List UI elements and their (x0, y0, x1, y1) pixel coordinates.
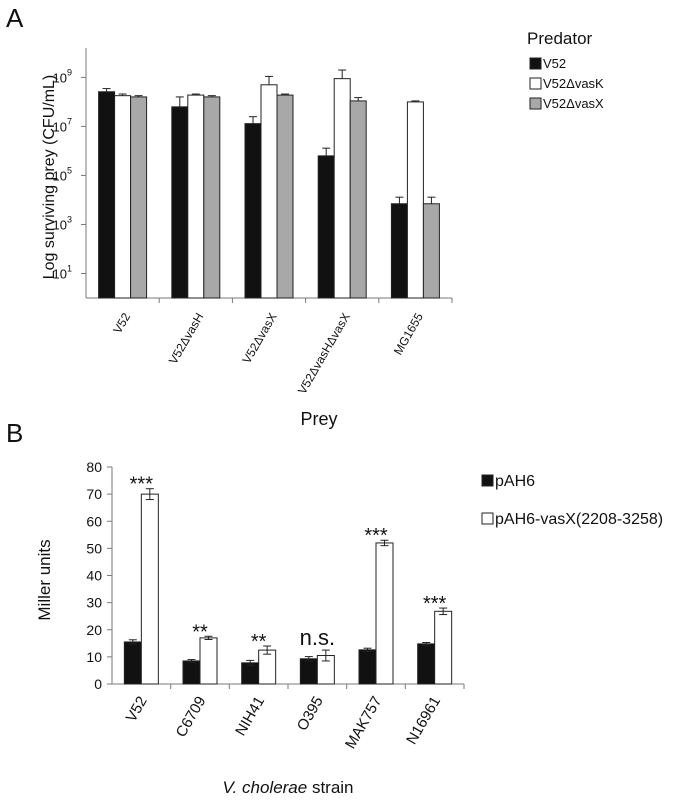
chart-a-legend-swatch-v52 (529, 57, 542, 70)
chart-a-bar-v52-vasx (422, 203, 440, 299)
chart-b-bar-pah6-vasx-2208-3258 (199, 637, 218, 685)
chart-a-bar-v52 (317, 155, 335, 299)
chart-a-y-tick-label: 105 (53, 165, 72, 183)
panel-label-b: B (6, 418, 23, 448)
chart-b-significance-label: *** (364, 525, 388, 547)
chart-b-y-tick-label: 20 (86, 622, 102, 638)
chart-b-x-tick-label: C6709 (173, 694, 210, 741)
chart-a-x-tick-label: V52ΔvasX (239, 311, 279, 367)
chart-b-y-tick-label: 40 (86, 568, 102, 584)
chart-b-y-tick-label: 0 (94, 676, 102, 692)
chart-a-bar-v52-vasx (276, 94, 294, 299)
chart-b-significance-label: ** (192, 621, 208, 643)
chart-b-x-tick-label: NIH41 (232, 694, 268, 739)
chart-b-legend-label: pAH6-vasX(2208-3258) (495, 511, 663, 528)
chart-a-bar-v52-vasx (130, 96, 148, 299)
chart-b-legend-label: pAH6 (495, 473, 535, 490)
chart-b-xlabel-italic: V. cholerae (222, 778, 307, 797)
chart-b-y-tick-label: 70 (86, 486, 102, 502)
chart-b-bar-pah6 (417, 643, 436, 685)
chart-b-y-tick-label: 80 (86, 459, 102, 475)
chart-a-bar-v52-vask (406, 101, 424, 299)
chart-a-legend-swatch-v52-vask (529, 77, 542, 90)
chart-a-y-tick-base: 10 (53, 217, 67, 232)
chart-a-y-tick-exp: 5 (67, 165, 72, 175)
chart-b-bar-pah6-vasx-2208-3258 (375, 542, 394, 685)
chart-b-bar-pah6 (241, 662, 260, 685)
chart-a-legend-title: Predator (527, 29, 593, 48)
chart-a-bar-v52-vask (114, 95, 132, 299)
chart-a-legend-label: V52ΔvasX (543, 96, 604, 111)
chart-a-bar-v52 (98, 91, 116, 299)
chart-a-bar-v52-vasx (349, 100, 367, 299)
chart-b-significance-label: n.s. (300, 625, 335, 650)
chart-a-y-tick-base: 10 (53, 168, 67, 183)
chart-a-x-tick-label: V52ΔvasH (166, 311, 206, 367)
chart-b-bar-pah6 (358, 649, 377, 685)
chart-a-x-tick-label: V52 (110, 310, 133, 336)
chart-a-y-tick-label: 103 (53, 214, 72, 232)
chart-b-y-tick-label: 60 (86, 513, 102, 529)
chart-a-legend-label: V52 (543, 56, 566, 71)
chart-a-bar-v52-vask (187, 94, 205, 299)
chart-a-bar-v52-vask (333, 78, 351, 299)
chart-a-x-tick-label: V52ΔvasHΔvasX (295, 311, 353, 397)
chart-a-y-tick-base: 10 (53, 266, 67, 281)
chart-a-bar-v52 (244, 123, 262, 299)
chart-b-y-tick-label: 50 (86, 540, 102, 556)
chart-b-legend-swatch-pah6-vasx-2208-3258 (481, 512, 494, 525)
chart-b-xlabel-rest: strain (307, 778, 353, 797)
chart-b-bar-pah6-vasx-2208-3258 (140, 493, 159, 685)
chart-a-ylabel: Log surviving prey (CFU/mL) (41, 75, 58, 280)
chart-a-bar-v52 (390, 203, 408, 299)
chart-a-y-tick-base: 10 (53, 70, 67, 85)
chart-b-x-tick-label: V52 (123, 694, 151, 726)
chart-a-y-tick-label: 101 (53, 263, 72, 281)
chart-b-bar-pah6 (299, 658, 318, 685)
chart-b-bar-pah6 (182, 660, 201, 685)
chart-b-ylabel: Miller units (35, 539, 54, 620)
chart-b-legend-swatch-pah6 (481, 474, 494, 487)
chart-b-significance-label: *** (130, 474, 154, 496)
chart-b-bar-pah6 (123, 641, 142, 685)
chart-a-y-tick-exp: 3 (67, 214, 72, 224)
chart-b-x-tick-label: N16961 (403, 694, 444, 748)
chart-a-y-tick-label: 109 (53, 67, 72, 85)
chart-b-bar-pah6-vasx-2208-3258 (434, 610, 453, 685)
chart-b-y-tick-label: 30 (86, 595, 102, 611)
chart-b: 0 10 20 30 40 50 60 70 80 V52 *** C6709 ** NIH41 ** O39… (86, 459, 663, 752)
chart-a-y-tick-exp: 7 (67, 116, 72, 126)
chart-b-x-tick-label: MAK757 (342, 694, 385, 752)
chart-b-x-tick-label: O395 (294, 694, 327, 734)
chart-a-bar-v52-vasx (203, 96, 221, 299)
chart-b-xlabel: V. cholerae strain (222, 778, 353, 797)
chart-b-significance-label: ** (251, 631, 267, 653)
chart-b-significance-label: *** (423, 593, 447, 615)
chart-a-bar-v52-vask (260, 84, 278, 299)
chart-b-y-tick-label: 10 (86, 649, 102, 665)
panel-label-a: A (6, 3, 24, 33)
chart-a-legend-swatch-v52-vasx (529, 97, 542, 110)
chart-a-y-tick-base: 10 (53, 119, 67, 134)
chart-a-xlabel: Prey (300, 409, 337, 429)
chart-b-bar-pah6-vasx-2208-3258 (258, 649, 277, 685)
chart-a-x-tick-label: MG1655 (391, 310, 426, 357)
chart-a-y-tick-label: 107 (53, 116, 72, 134)
chart-a-y-tick-exp: 1 (67, 263, 72, 273)
chart-a-y-tick-exp: 9 (67, 67, 72, 77)
chart-a-bar-v52 (171, 106, 189, 299)
chart-a-legend-label: V52ΔvasK (543, 76, 604, 91)
